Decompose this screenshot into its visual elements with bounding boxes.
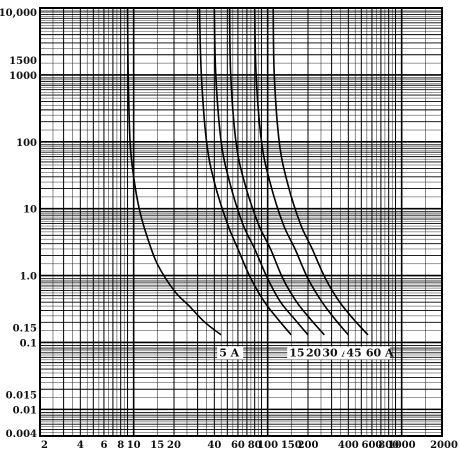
x-tick-label: 2000 xyxy=(430,440,458,451)
curve-label: 5 A xyxy=(219,346,239,359)
x-tick-label: 6 xyxy=(100,440,107,451)
x-tick-label: 40 xyxy=(207,440,221,451)
x-tick-label: 80 xyxy=(248,440,262,451)
curve-label: 30 A xyxy=(322,346,350,359)
y-tick-labels: 10,000 1500 1000 100 10 1.0 0.15 0.1 0.015 0.01 0.… xyxy=(0,8,37,440)
curve-series-5 xyxy=(272,7,369,336)
x-tick-label: 100 xyxy=(257,440,278,451)
x-tick-label: 800 xyxy=(378,440,399,451)
curve-series-3 xyxy=(228,7,325,336)
y-tick-label: 1500 xyxy=(9,56,37,67)
y-tick-label: 0.004 xyxy=(6,429,37,440)
y-tick-label: 1.0 xyxy=(20,272,37,283)
x-tick-label: 20 xyxy=(167,440,181,451)
curve-label-bg xyxy=(363,346,390,360)
y-tick-label: 100 xyxy=(16,138,37,149)
curve-label-bg xyxy=(217,346,244,360)
curve-labels: 5 A 15 A20 A30 A45 A60 A xyxy=(217,346,394,360)
x-tick-label: 400 xyxy=(338,440,359,451)
x-tick-label: 150 xyxy=(281,440,302,451)
y-tick-label: 10 xyxy=(23,205,37,216)
x-tick-label: 8 xyxy=(117,440,124,451)
minor-gridlines xyxy=(40,8,442,436)
x-tick-label: 15 xyxy=(150,440,164,451)
plot-frame xyxy=(39,7,443,437)
curve-label-bg xyxy=(320,346,347,360)
y-tick-label: 10,000 xyxy=(0,8,37,19)
x-tick-label: 60 xyxy=(231,440,245,451)
curve-series-2 xyxy=(213,7,309,336)
x-tick-label: 4 xyxy=(77,440,84,451)
major-gridlines xyxy=(39,7,443,437)
x-tick-label: 10 xyxy=(127,440,141,451)
y-tick-label: 0.015 xyxy=(6,391,37,402)
x-tick-label: 200 xyxy=(298,440,319,451)
y-tick-label: 1000 xyxy=(9,71,37,82)
x-tick-label: 1000 xyxy=(388,440,416,451)
y-tick-label: 0.1 xyxy=(20,338,37,349)
curve-series-4 xyxy=(253,7,349,336)
x-tick-label: 600 xyxy=(361,440,382,451)
fuse-curves xyxy=(126,7,369,336)
y-tick-label: 0.01 xyxy=(13,405,37,416)
curve-label-bg xyxy=(344,346,371,360)
curve-series-0 xyxy=(126,7,222,336)
curve-label: 60 A xyxy=(366,346,394,359)
x-tick-label: 2 xyxy=(41,440,48,451)
curve-series-1 xyxy=(198,7,292,336)
y-tick-label: 0.15 xyxy=(13,324,37,335)
